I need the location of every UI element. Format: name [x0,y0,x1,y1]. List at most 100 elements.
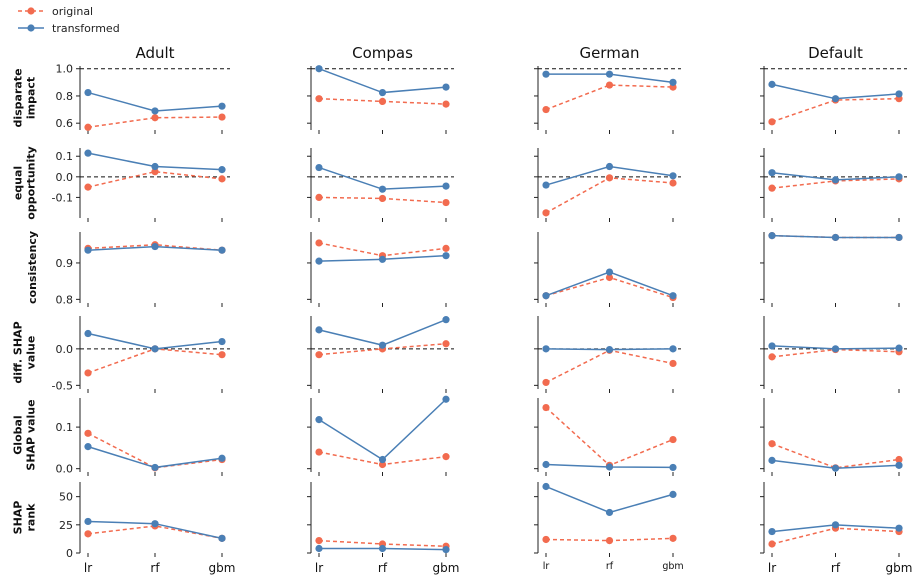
y-tick-label: 0.8 [56,293,74,306]
series-line-original [545,177,674,214]
x-tick-label: gbm [209,561,236,575]
point-transformed-gbm [895,233,903,242]
point-transformed-gbm [895,173,903,181]
series-line-original [87,243,223,251]
subplot-compas-5: lr rf gbm [307,482,459,575]
point-original-lr [84,369,92,377]
point-transformed-gbm [669,490,677,498]
point-transformed-rf [378,341,387,349]
point-original-lr [315,193,323,202]
point-transformed-rf [605,162,614,171]
x-tick-label: rf [831,561,841,575]
point-original-gbm [669,359,677,368]
row-label-0: disparateimpact [12,68,38,127]
point-transformed-lr [315,65,323,73]
point-original-gbm [442,453,450,461]
subplot-adult-3: 0.0 -0.5 [52,316,230,393]
point-original-gbm [442,340,450,348]
row-label-3: diff. SHAPvalue [12,321,38,383]
point-original-gbm [218,351,226,359]
row-label-line: SHAP value [25,399,38,470]
point-transformed-lr [768,169,776,177]
point-transformed-lr [542,70,550,78]
point-original-rf [378,460,387,469]
y-tick-label: 0.0 [56,343,74,356]
row-label-line: opportunity [25,146,38,219]
x-tick-label: rf [150,561,160,575]
point-transformed-lr [84,88,92,97]
point-original-gbm [669,534,677,542]
row-label-line: rank [25,503,38,532]
series-line-original [771,443,900,469]
point-original-rf [605,537,614,545]
column-title-default: Default [808,44,863,62]
point-original-lr [768,353,776,361]
point-original-gbm [669,179,677,187]
series-line-transformed [545,485,674,514]
point-transformed-rf [151,162,159,171]
point-transformed-gbm [895,461,903,469]
point-transformed-lr [542,460,550,469]
subplot-adult-1: 0.1 0.0 -0.1 [52,148,230,222]
column-title-compas: Compas [352,44,413,62]
point-original-lr [315,537,323,545]
subplot-adult-0: 1.0 0.8 0.6 [56,63,230,134]
point-original-lr [315,239,323,247]
point-original-gbm [442,100,450,108]
point-transformed-lr [768,527,776,536]
y-tick-label: 1.0 [56,63,74,76]
point-transformed-gbm [669,78,677,86]
point-transformed-rf [378,455,387,464]
point-transformed-lr [542,482,550,491]
y-tick-label: 25 [59,519,73,532]
x-tick-label: gbm [433,561,460,575]
point-transformed-gbm [669,463,677,472]
legend-label-transformed: transformed [52,22,120,35]
x-tick-label: gbm [662,561,683,572]
point-transformed-rf [605,463,614,471]
row-label-line: SHAP [12,501,25,535]
point-original-rf [605,174,614,182]
point-original-lr [768,184,776,192]
series-line-transformed [318,318,447,346]
point-transformed-gbm [895,524,903,532]
subplot-german-3 [534,316,681,393]
point-transformed-lr [542,181,550,189]
point-transformed-lr [315,416,323,424]
point-original-gbm [442,244,450,252]
point-original-rf [605,273,614,282]
point-transformed-lr [315,257,323,265]
row-label-2: consistency [26,231,39,304]
subplot-default-2 [760,232,903,307]
point-original-rf [378,97,387,106]
point-transformed-rf [831,521,840,529]
subplot-compas-1 [307,148,454,222]
subplot-german-2 [534,232,677,307]
column-title-german: German [579,44,639,62]
series-line-original [545,349,674,384]
subplot-default-3 [760,316,907,393]
y-tick-label: 0.8 [56,90,74,103]
point-transformed-rf [605,345,614,354]
point-transformed-rf [378,185,387,193]
point-original-gbm [442,198,450,207]
point-original-lr [542,535,550,544]
x-tick-label: gbm [886,561,913,575]
x-tick-label: lr [84,561,92,575]
row-label-5: SHAPrank [12,501,38,535]
y-tick-label: 0.0 [56,171,74,184]
row-label-line: disparate [12,68,25,127]
row-label-line: consistency [26,231,39,304]
point-transformed-rf [151,463,159,472]
point-original-lr [542,378,550,387]
point-transformed-rf [831,176,840,184]
subplot-adult-4: 0.1 0.0 [56,398,226,476]
point-transformed-gbm [895,344,903,352]
series-line-original [87,170,223,188]
legend-label-original: original [52,5,93,18]
subplot-german-4 [534,398,677,476]
point-original-lr [315,95,323,103]
point-transformed-lr [768,80,776,88]
point-transformed-rf [151,520,159,528]
